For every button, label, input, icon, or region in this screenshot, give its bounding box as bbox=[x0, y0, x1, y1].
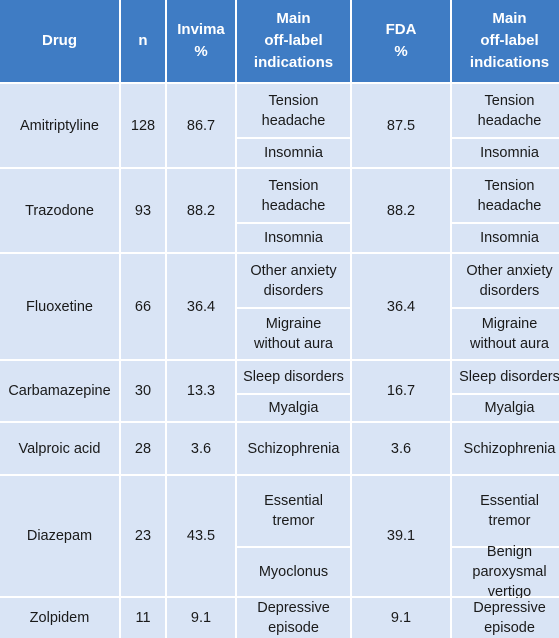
drug-name: Zolpidem bbox=[0, 598, 119, 638]
invima-indication: Migraine without aura bbox=[237, 309, 350, 359]
invima-percent: 43.5 bbox=[167, 476, 235, 596]
fda-indication: Essential tremor bbox=[452, 476, 559, 546]
invima-indication: Insomnia bbox=[237, 224, 350, 252]
header-n: n bbox=[121, 0, 165, 82]
fda-indication: Migraine without aura bbox=[452, 309, 559, 359]
fda-indication: Tension headache bbox=[452, 84, 559, 137]
invima-percent: 36.4 bbox=[167, 254, 235, 359]
fda-indication: Benign paroxysmal vertigo bbox=[452, 544, 559, 600]
invima-percent: 88.2 bbox=[167, 169, 235, 252]
fda-indication: Tension headache bbox=[452, 169, 559, 222]
invima-percent: 86.7 bbox=[167, 84, 235, 167]
drug-n: 30 bbox=[121, 361, 165, 421]
drug-name: Amitriptyline bbox=[0, 84, 119, 167]
invima-indication: Myoclonus bbox=[237, 548, 350, 596]
fda-percent: 16.7 bbox=[352, 361, 450, 421]
drug-name: Valproic acid bbox=[0, 423, 119, 474]
drug-name: Diazepam bbox=[0, 476, 119, 596]
fda-percent: 9.1 bbox=[352, 598, 450, 638]
drug-name: Fluoxetine bbox=[0, 254, 119, 359]
drug-n: 66 bbox=[121, 254, 165, 359]
invima-indication: Sleep disorders bbox=[237, 361, 350, 393]
drug-n: 128 bbox=[121, 84, 165, 167]
header-invima: Invima % bbox=[167, 0, 235, 82]
fda-percent: 39.1 bbox=[352, 476, 450, 596]
invima-indication: Insomnia bbox=[237, 139, 350, 167]
fda-indication: Insomnia bbox=[452, 224, 559, 252]
drug-n: 23 bbox=[121, 476, 165, 596]
header-drug: Drug bbox=[0, 0, 119, 82]
invima-percent: 9.1 bbox=[167, 598, 235, 638]
invima-indication: Other anxiety disorders bbox=[237, 254, 350, 307]
invima-indication: Myalgia bbox=[237, 395, 350, 421]
fda-indication: Schizophrenia bbox=[452, 423, 559, 474]
drug-name: Carbamazepine bbox=[0, 361, 119, 421]
invima-indication: Tension headache bbox=[237, 84, 350, 137]
fda-percent: 36.4 bbox=[352, 254, 450, 359]
fda-percent: 87.5 bbox=[352, 84, 450, 167]
fda-indication: Insomnia bbox=[452, 139, 559, 167]
drug-n: 93 bbox=[121, 169, 165, 252]
fda-indication: Depressive episode bbox=[452, 598, 559, 638]
fda-indication: Sleep disorders bbox=[452, 361, 559, 393]
invima-indication: Depressive episode bbox=[237, 598, 350, 638]
invima-percent: 3.6 bbox=[167, 423, 235, 474]
fda-indication: Myalgia bbox=[452, 395, 559, 421]
fda-percent: 3.6 bbox=[352, 423, 450, 474]
drug-n: 11 bbox=[121, 598, 165, 638]
invima-indication: Schizophrenia bbox=[237, 423, 350, 474]
invima-percent: 13.3 bbox=[167, 361, 235, 421]
invima-indication: Tension headache bbox=[237, 169, 350, 222]
invima-indication: Essential tremor bbox=[237, 476, 350, 546]
drug-name: Trazodone bbox=[0, 169, 119, 252]
fda-indication: Other anxiety disorders bbox=[452, 254, 559, 307]
header-invima-indications: Main off-label indications bbox=[237, 0, 350, 82]
header-fda: FDA % bbox=[352, 0, 450, 82]
drug-n: 28 bbox=[121, 423, 165, 474]
fda-percent: 88.2 bbox=[352, 169, 450, 252]
header-fda-indications: Main off-label indications bbox=[452, 0, 559, 82]
